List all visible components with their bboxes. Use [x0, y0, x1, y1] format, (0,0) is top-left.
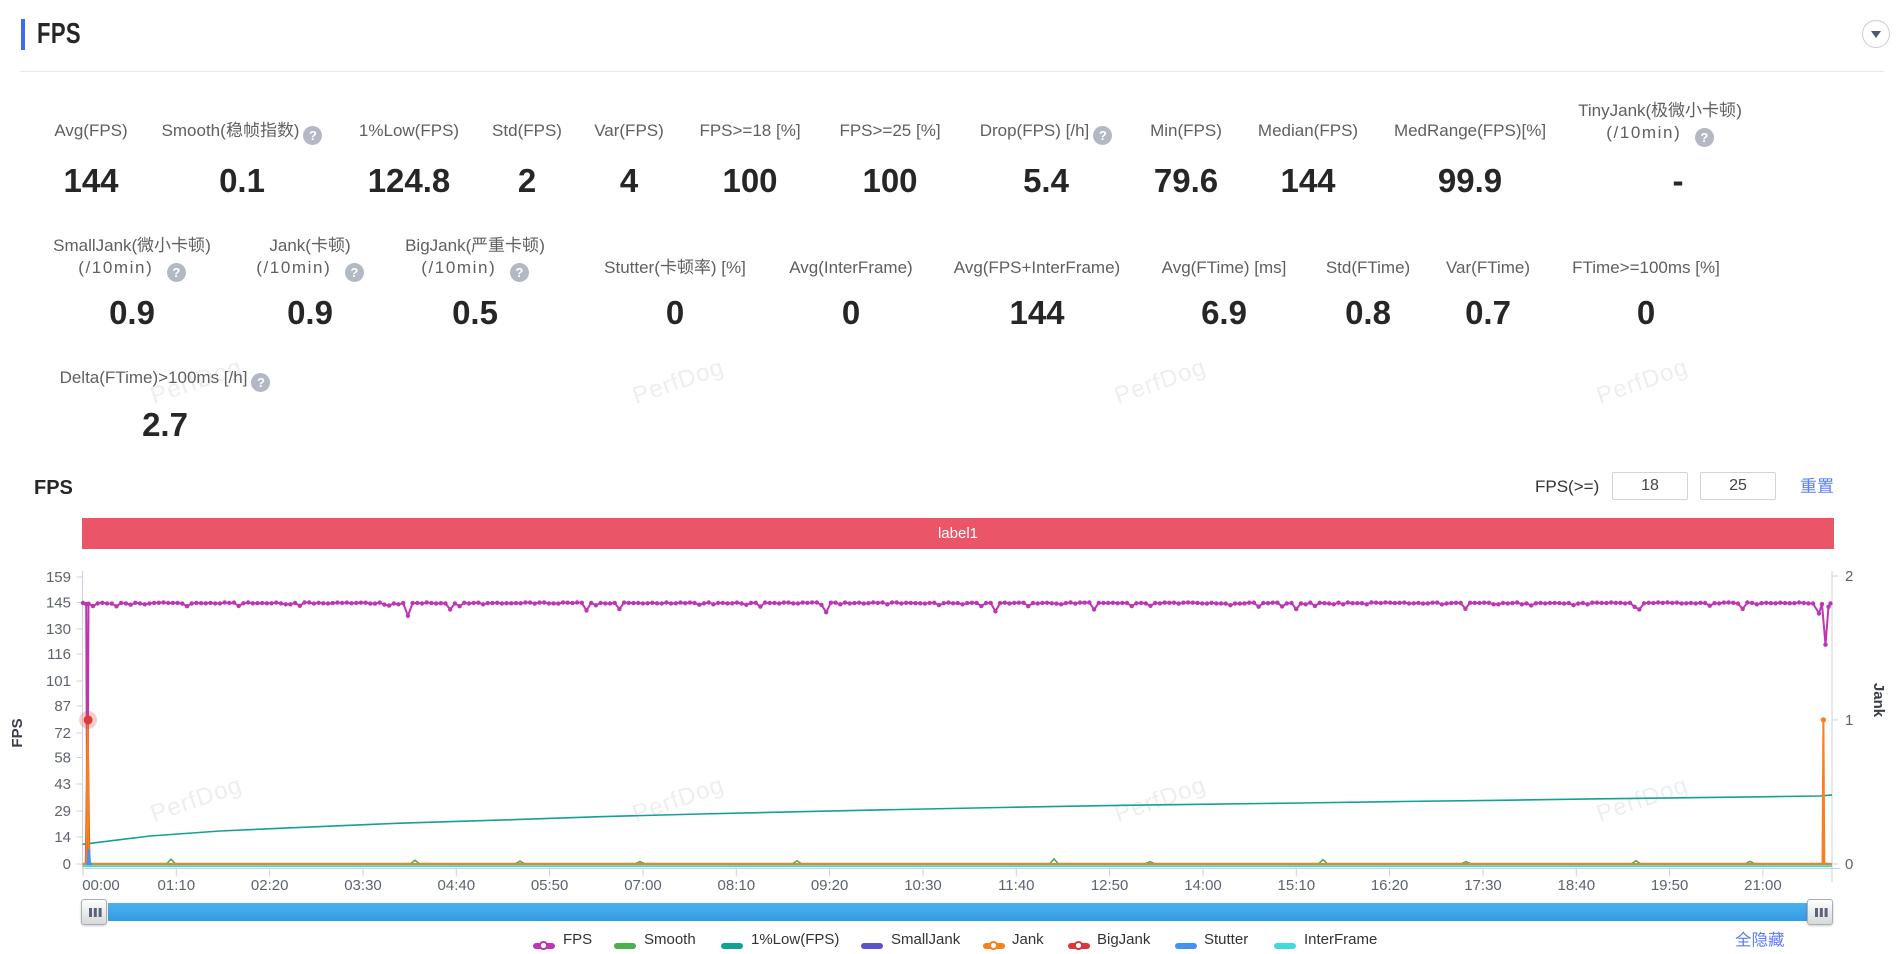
- svg-text:87: 87: [54, 698, 71, 715]
- svg-text:16:20: 16:20: [1371, 877, 1409, 894]
- svg-text:05:50: 05:50: [531, 877, 569, 894]
- svg-text:29: 29: [54, 803, 71, 820]
- svg-text:FPS: FPS: [9, 718, 26, 747]
- svg-text:130: 130: [46, 621, 71, 638]
- svg-text:11:40: 11:40: [998, 877, 1034, 894]
- svg-text:07:00: 07:00: [624, 877, 662, 894]
- svg-text:14: 14: [54, 829, 71, 846]
- svg-text:Jank: Jank: [1870, 683, 1887, 718]
- svg-text:145: 145: [46, 595, 71, 612]
- svg-text:72: 72: [54, 725, 71, 742]
- svg-text:00:00: 00:00: [82, 877, 120, 894]
- svg-text:18:40: 18:40: [1558, 877, 1596, 894]
- svg-text:1: 1: [1845, 712, 1853, 729]
- svg-text:12:50: 12:50: [1091, 877, 1129, 894]
- svg-text:08:10: 08:10: [718, 877, 756, 894]
- svg-text:58: 58: [54, 750, 71, 767]
- svg-text:159: 159: [46, 569, 71, 586]
- svg-text:09:20: 09:20: [811, 877, 849, 894]
- svg-text:17:30: 17:30: [1464, 877, 1502, 894]
- svg-text:14:00: 14:00: [1184, 877, 1222, 894]
- svg-text:19:50: 19:50: [1651, 877, 1689, 894]
- svg-text:04:40: 04:40: [438, 877, 476, 894]
- svg-text:02:20: 02:20: [251, 877, 289, 894]
- svg-text:03:30: 03:30: [344, 877, 382, 894]
- svg-text:0: 0: [1845, 856, 1853, 873]
- svg-text:2: 2: [1845, 568, 1853, 585]
- svg-text:116: 116: [47, 646, 71, 663]
- svg-text:101: 101: [46, 673, 71, 690]
- svg-text:21:00: 21:00: [1744, 877, 1782, 894]
- svg-text:43: 43: [54, 776, 71, 793]
- svg-text:0: 0: [63, 856, 71, 873]
- svg-text:01:10: 01:10: [158, 877, 196, 894]
- svg-text:10:30: 10:30: [904, 877, 942, 894]
- svg-text:15:10: 15:10: [1278, 877, 1316, 894]
